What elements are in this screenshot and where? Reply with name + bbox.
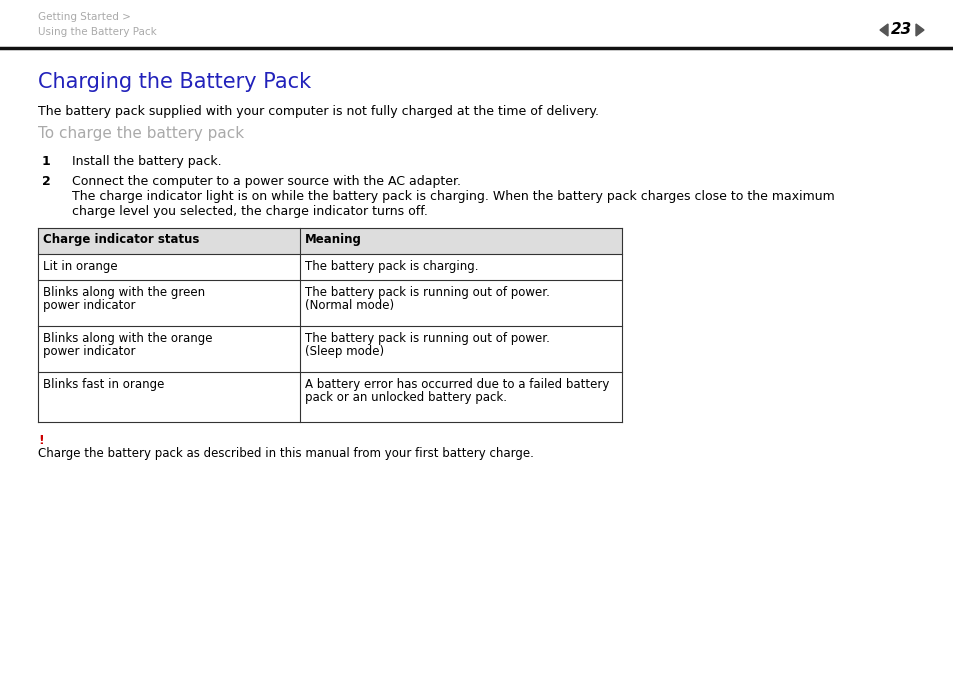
Text: 1: 1: [42, 155, 51, 168]
Polygon shape: [879, 24, 887, 36]
Text: Getting Started >: Getting Started >: [38, 12, 131, 22]
Text: Blinks along with the green: Blinks along with the green: [43, 286, 205, 299]
Text: Meaning: Meaning: [305, 233, 361, 246]
Text: Charging the Battery Pack: Charging the Battery Pack: [38, 72, 311, 92]
Text: charge level you selected, the charge indicator turns off.: charge level you selected, the charge in…: [71, 205, 428, 218]
Text: Lit in orange: Lit in orange: [43, 260, 117, 273]
Bar: [38, 228, 621, 254]
Bar: [38, 280, 621, 326]
Text: The battery pack is charging.: The battery pack is charging.: [305, 260, 478, 273]
Text: The battery pack supplied with your computer is not fully charged at the time of: The battery pack supplied with your comp…: [38, 105, 598, 118]
Bar: [38, 254, 621, 280]
Text: The charge indicator light is on while the battery pack is charging. When the ba: The charge indicator light is on while t…: [71, 190, 834, 203]
Text: (Normal mode): (Normal mode): [305, 299, 394, 312]
Text: 23: 23: [890, 22, 912, 38]
Text: The battery pack is running out of power.: The battery pack is running out of power…: [305, 332, 549, 345]
Text: The battery pack is running out of power.: The battery pack is running out of power…: [305, 286, 549, 299]
Text: Connect the computer to a power source with the AC adapter.: Connect the computer to a power source w…: [71, 175, 460, 188]
Text: Blinks along with the orange: Blinks along with the orange: [43, 332, 213, 345]
Polygon shape: [915, 24, 923, 36]
Text: power indicator: power indicator: [43, 345, 135, 358]
Bar: [38, 326, 621, 372]
Bar: [38, 372, 621, 422]
Text: !: !: [38, 434, 44, 447]
Text: Using the Battery Pack: Using the Battery Pack: [38, 27, 156, 37]
Text: A battery error has occurred due to a failed battery: A battery error has occurred due to a fa…: [305, 378, 609, 391]
Text: power indicator: power indicator: [43, 299, 135, 312]
Text: Charge the battery pack as described in this manual from your first battery char: Charge the battery pack as described in …: [38, 447, 534, 460]
Text: Blinks fast in orange: Blinks fast in orange: [43, 378, 164, 391]
Text: To charge the battery pack: To charge the battery pack: [38, 126, 244, 141]
Text: (Sleep mode): (Sleep mode): [305, 345, 384, 358]
Text: Install the battery pack.: Install the battery pack.: [71, 155, 221, 168]
Text: Charge indicator status: Charge indicator status: [43, 233, 199, 246]
Text: pack or an unlocked battery pack.: pack or an unlocked battery pack.: [305, 391, 506, 404]
Text: 2: 2: [42, 175, 51, 188]
